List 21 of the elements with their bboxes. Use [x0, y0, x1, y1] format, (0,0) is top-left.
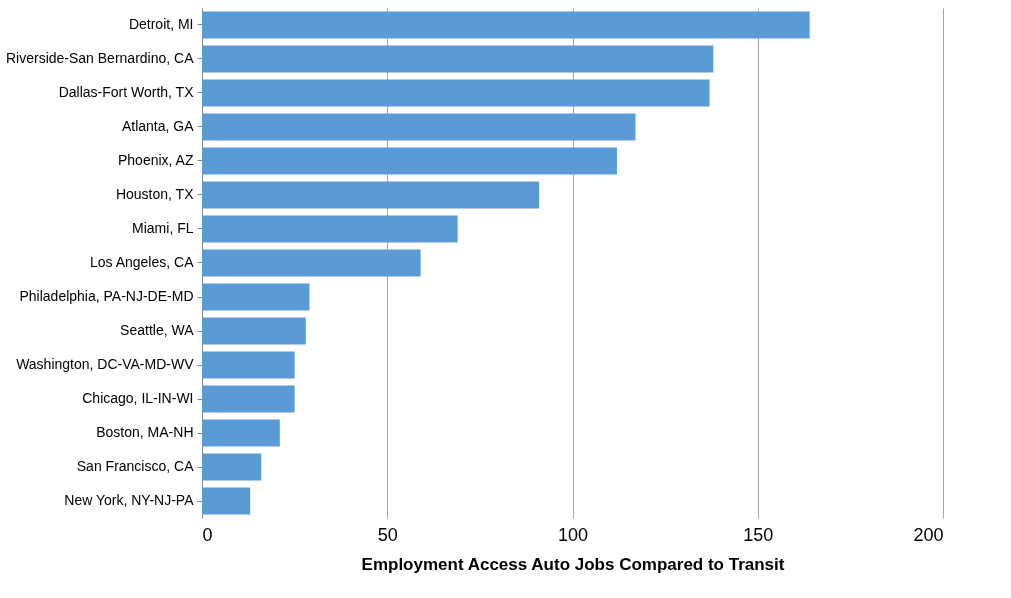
y-tick-label: Washington, DC-VA-MD-WV	[16, 356, 195, 372]
x-tick-label: 200	[913, 524, 944, 545]
x-tick-label: 0	[202, 524, 213, 545]
x-tick-label: 50	[377, 524, 398, 545]
y-tick-label: Los Angeles, CA	[89, 254, 195, 270]
y-tick-label: Seattle, WA	[120, 322, 195, 338]
y-tick-label: Riverside-San Bernardino, CA	[5, 50, 195, 66]
y-tick-label: Miami, FL	[132, 220, 194, 236]
y-tick-label: New York, NY-NJ-PA	[64, 492, 195, 508]
x-axis-title: Employment Access Auto Jobs Compared to Transit	[361, 554, 785, 574]
y-tick-label: Philadelphia, PA-NJ-DE-MD	[19, 288, 194, 304]
y-tick-label: Phoenix, AZ	[118, 152, 194, 168]
y-tick-label: Dallas-Fort Worth, TX	[58, 84, 195, 100]
y-tick-label: Chicago, IL-IN-WI	[82, 390, 194, 406]
x-tick-label: 100	[557, 524, 589, 545]
y-tick-label: Boston, MA-NH	[96, 424, 194, 440]
x-tick-label: 150	[743, 524, 774, 545]
y-tick-label: Houston, TX	[115, 186, 195, 202]
y-tick-label: San Francisco, CA	[76, 458, 195, 474]
y-tick-label: Detroit, MI	[128, 16, 194, 32]
y-tick-label: Atlanta, GA	[121, 118, 195, 134]
